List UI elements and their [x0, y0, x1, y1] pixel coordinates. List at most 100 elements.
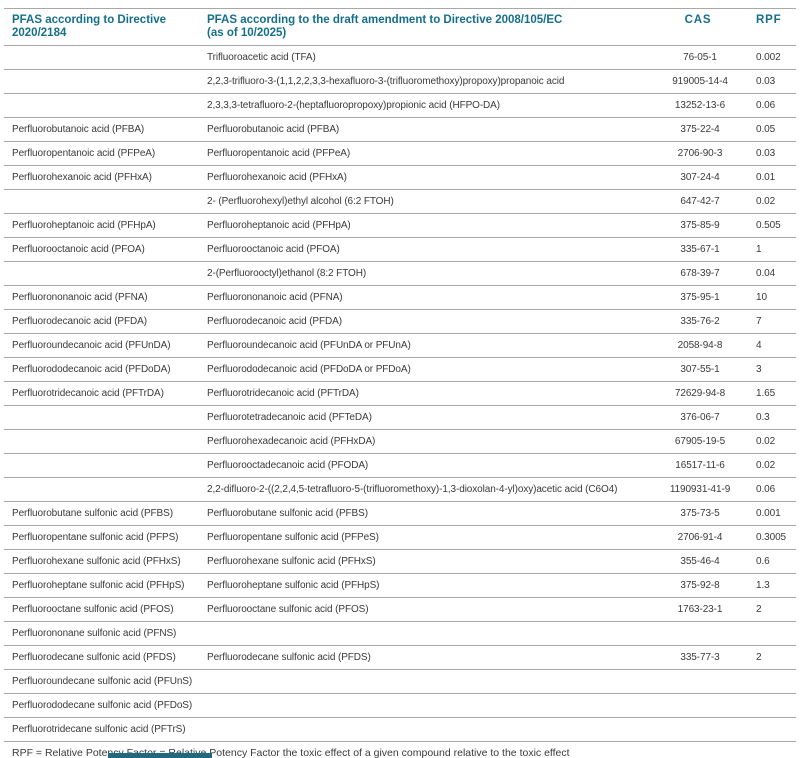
cell-pfas-draft-amendment: Trifluoroacetic acid (TFA) — [207, 52, 316, 63]
cell-pfas-directive-2020-2184: Perfluorododecane sulfonic acid (PFDoS) — [12, 700, 193, 711]
cell-rpf — [746, 670, 796, 694]
cell-pfas-directive-2020-2184: Perfluorodecane sulfonic acid (PFDS) — [12, 652, 176, 663]
table-row: Perfluorooctane sulfonic acid (PFOS) Perf… — [4, 598, 796, 622]
table-row: Perfluorooctadecanoic acid (PFODA) 16517-… — [4, 454, 796, 478]
cell-pfas-draft-amendment: Perfluorotridecanoic acid (PFTrDA) — [207, 388, 359, 399]
cell-cas: 376-06-7 — [680, 412, 720, 423]
cell-cas: 919005-14-4 — [672, 76, 728, 87]
table-row: Perfluorohexanoic acid (PFHxA) Perfluoroh… — [4, 166, 796, 190]
cell-pfas-draft-amendment: Perfluorobutanoic acid (PFBA) — [207, 124, 340, 135]
cell-cas: 375-95-1 — [680, 292, 720, 303]
cell-rpf: 4 — [756, 340, 762, 351]
cell-pfas-draft-amendment — [199, 694, 654, 718]
header-row: PFAS according to Directive 2020/2184 PF… — [4, 8, 796, 46]
cell-rpf: 1 — [756, 244, 762, 255]
cell-pfas-directive-2020-2184 — [4, 430, 199, 454]
cell-pfas-directive-2020-2184 — [4, 70, 199, 94]
cell-pfas-directive-2020-2184 — [4, 406, 199, 430]
cell-pfas-directive-2020-2184 — [4, 478, 199, 502]
cell-pfas-draft-amendment: Perfluorodecane sulfonic acid (PFDS) — [207, 652, 371, 663]
cell-rpf: 0.02 — [756, 460, 776, 471]
cell-pfas-draft-amendment: Perfluorohexanoic acid (PFHxA) — [207, 172, 347, 183]
cell-pfas-draft-amendment: Perfluorooctane sulfonic acid (PFOS) — [207, 604, 369, 615]
table-body: Trifluoroacetic acid (TFA) 76-05-1 0.002 2,… — [4, 46, 796, 742]
cell-cas: 375-85-9 — [680, 220, 720, 231]
cell-cas: 647-42-7 — [680, 196, 720, 207]
cell-pfas-directive-2020-2184: Perfluorobutane sulfonic acid (PFBS) — [12, 508, 173, 519]
cell-pfas-directive-2020-2184: Perfluorotridecanoic acid (PFTrDA) — [12, 388, 164, 399]
cell-pfas-directive-2020-2184: Perfluorononanoic acid (PFNA) — [12, 292, 148, 303]
table-row: Perfluorobutane sulfonic acid (PFBS) Perf… — [4, 502, 796, 526]
table-row: 2-(Perfluorooctyl)ethanol (8:2 FTOH) 678-… — [4, 262, 796, 286]
cell-cas: 355-46-4 — [680, 556, 720, 567]
cell-cas: 2706-91-4 — [677, 532, 723, 543]
cell-pfas-directive-2020-2184 — [4, 262, 199, 286]
cell-pfas-directive-2020-2184: Perfluorohexanoic acid (PFHxA) — [12, 172, 152, 183]
cell-pfas-directive-2020-2184: Perfluorotridecane sulfonic acid (PFTrS) — [12, 724, 186, 735]
table-row: Trifluoroacetic acid (TFA) 76-05-1 0.002 — [4, 46, 796, 70]
table-header: PFAS according to Directive 2020/2184 PF… — [4, 8, 796, 46]
cell-rpf: 7 — [756, 316, 762, 327]
cell-pfas-directive-2020-2184: Perfluorononane sulfonic acid (PFNS) — [12, 628, 177, 639]
cell-pfas-draft-amendment: Perfluorododecanoic acid (PFDoDA or PFDo… — [207, 364, 411, 375]
cell-rpf: 2 — [756, 604, 762, 615]
table-row: Perfluoroheptanoic acid (PFHpA) Perfluoro… — [4, 214, 796, 238]
cell-rpf: 0.03 — [756, 148, 776, 159]
table-row: Perfluorotetradecanoic acid (PFTeDA) 376-… — [4, 406, 796, 430]
cell-pfas-directive-2020-2184: Perfluorododecanoic acid (PFDoDA) — [12, 364, 171, 375]
cell-rpf: 0.06 — [756, 484, 776, 495]
cell-pfas-directive-2020-2184: Perfluorooctanoic acid (PFOA) — [12, 244, 145, 255]
cell-pfas-directive-2020-2184: Perfluoroheptane sulfonic acid (PFHpS) — [12, 580, 185, 591]
cell-cas: 375-92-8 — [680, 580, 720, 591]
cell-pfas-draft-amendment: Perfluoropentanoic acid (PFPeA) — [207, 148, 351, 159]
cell-cas: 2058-94-8 — [677, 340, 723, 351]
table-row: Perfluorononanoic acid (PFNA) Perfluorono… — [4, 286, 796, 310]
cell-rpf: 0.05 — [756, 124, 776, 135]
cell-cas — [654, 694, 746, 718]
cell-pfas-draft-amendment: Perfluorooctadecanoic acid (PFODA) — [207, 460, 369, 471]
cell-rpf — [746, 694, 796, 718]
cell-cas: 1763-23-1 — [677, 604, 723, 615]
table-row: 2,2,3-trifluoro-3-(1,1,2,2,3,3-hexafluor… — [4, 70, 796, 94]
table-row: Perfluoropentane sulfonic acid (PFPS) Per… — [4, 526, 796, 550]
cell-cas: 76-05-1 — [683, 52, 717, 63]
table-row: Perfluorohexadecanoic acid (PFHxDA) 67905… — [4, 430, 796, 454]
cell-cas: 335-76-2 — [680, 316, 720, 327]
cell-pfas-draft-amendment: Perfluoroheptanoic acid (PFHpA) — [207, 220, 351, 231]
table-row: Perfluoroheptane sulfonic acid (PFHpS) Pe… — [4, 574, 796, 598]
cell-cas — [654, 670, 746, 694]
cell-cas: 1190931-41-9 — [669, 484, 731, 495]
cell-pfas-directive-2020-2184: Perfluoropentanoic acid (PFPeA) — [12, 148, 156, 159]
cell-cas: 307-24-4 — [680, 172, 720, 183]
cell-pfas-directive-2020-2184 — [4, 46, 199, 70]
table-row: Perfluoroundecanoic acid (PFUnDA) Perfluo… — [4, 334, 796, 358]
cell-pfas-draft-amendment: 2- (Perfluorohexyl)ethyl alcohol (6:2 FT… — [207, 196, 394, 207]
table-row: 2- (Perfluorohexyl)ethyl alcohol (6:2 FT… — [4, 190, 796, 214]
table-row: Perfluorohexane sulfonic acid (PFHxS) Per… — [4, 550, 796, 574]
cell-rpf: 0.01 — [756, 172, 776, 183]
cell-pfas-directive-2020-2184 — [4, 94, 199, 118]
cell-rpf: 0.3005 — [756, 532, 786, 543]
cell-cas — [654, 718, 746, 742]
cell-pfas-draft-amendment: Perfluorohexane sulfonic acid (PFHxS) — [207, 556, 376, 567]
cell-cas: 67905-19-5 — [674, 436, 726, 447]
cell-pfas-draft-amendment — [199, 718, 654, 742]
table-row: Perfluorooctanoic acid (PFOA) Perfluorooc… — [4, 238, 796, 262]
table-row: 2,2-difluoro-2-((2,2,4,5-tetrafluoro-5-(… — [4, 478, 796, 502]
cell-pfas-draft-amendment: 2-(Perfluorooctyl)ethanol (8:2 FTOH) — [207, 268, 367, 279]
cell-pfas-directive-2020-2184: Perfluorooctane sulfonic acid (PFOS) — [12, 604, 174, 615]
cell-rpf: 2 — [756, 652, 762, 663]
cell-pfas-draft-amendment: Perfluorotetradecanoic acid (PFTeDA) — [207, 412, 372, 423]
cell-rpf: 1.65 — [756, 388, 776, 399]
cell-rpf — [746, 718, 796, 742]
cell-pfas-draft-amendment: Perfluorohexadecanoic acid (PFHxDA) — [207, 436, 376, 447]
cell-pfas-draft-amendment — [199, 670, 654, 694]
cell-pfas-directive-2020-2184 — [4, 454, 199, 478]
cell-cas — [654, 622, 746, 646]
cell-pfas-directive-2020-2184: Perfluorobutanoic acid (PFBA) — [12, 124, 145, 135]
cell-cas: 375-22-4 — [680, 124, 720, 135]
table-row: Perfluoroundecane sulfonic acid (PFUnS) — [4, 670, 796, 694]
col-header-cas: CAS — [684, 14, 712, 26]
cell-rpf: 1.3 — [756, 580, 770, 591]
